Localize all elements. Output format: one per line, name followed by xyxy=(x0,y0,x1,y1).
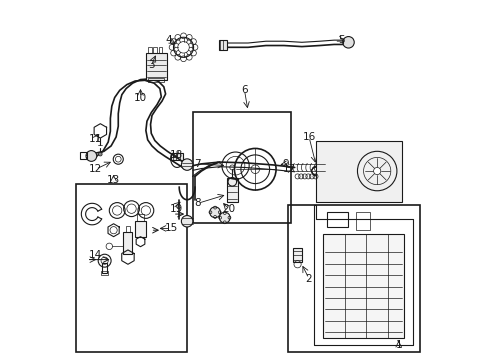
Text: 6: 6 xyxy=(241,85,247,95)
Bar xyxy=(355,212,369,230)
Bar xyxy=(76,184,187,352)
Text: 1: 1 xyxy=(395,340,401,350)
Bar xyxy=(226,178,238,202)
Text: 17: 17 xyxy=(282,164,295,174)
Text: 5: 5 xyxy=(337,35,344,45)
Text: 20: 20 xyxy=(222,204,234,214)
Text: 13: 13 xyxy=(107,175,120,185)
Bar xyxy=(287,205,419,352)
Text: 3: 3 xyxy=(148,60,154,70)
Bar xyxy=(137,214,144,221)
Bar xyxy=(148,78,164,82)
Bar xyxy=(102,263,107,273)
Bar xyxy=(125,226,130,232)
Bar xyxy=(326,212,348,226)
Bar xyxy=(316,140,402,202)
Text: 7: 7 xyxy=(194,159,201,169)
Bar xyxy=(192,112,290,223)
Bar xyxy=(292,248,301,262)
Bar xyxy=(153,47,157,53)
Bar xyxy=(80,152,86,159)
Text: 18: 18 xyxy=(169,150,183,160)
Circle shape xyxy=(99,152,102,156)
Bar xyxy=(323,234,403,338)
Circle shape xyxy=(181,159,192,170)
Text: 19: 19 xyxy=(169,204,183,214)
Bar xyxy=(219,40,227,50)
Text: 15: 15 xyxy=(164,224,177,233)
Text: 8: 8 xyxy=(194,198,201,208)
Text: 4: 4 xyxy=(165,35,172,45)
Circle shape xyxy=(373,167,380,175)
Bar xyxy=(159,47,162,53)
Text: 2: 2 xyxy=(305,274,312,284)
Circle shape xyxy=(86,150,97,161)
Bar xyxy=(171,153,183,160)
Text: 11: 11 xyxy=(89,134,102,144)
Bar xyxy=(123,232,132,253)
Bar xyxy=(135,221,145,237)
Bar xyxy=(145,53,167,80)
Text: 9: 9 xyxy=(282,159,288,169)
Text: 12: 12 xyxy=(89,164,102,174)
Text: 10: 10 xyxy=(134,93,147,103)
Text: 16: 16 xyxy=(302,132,315,142)
Bar xyxy=(148,47,151,53)
Circle shape xyxy=(219,212,230,223)
Circle shape xyxy=(181,216,192,227)
Text: 14: 14 xyxy=(89,250,102,260)
Circle shape xyxy=(342,37,353,48)
Circle shape xyxy=(209,207,220,218)
Bar xyxy=(101,271,108,275)
